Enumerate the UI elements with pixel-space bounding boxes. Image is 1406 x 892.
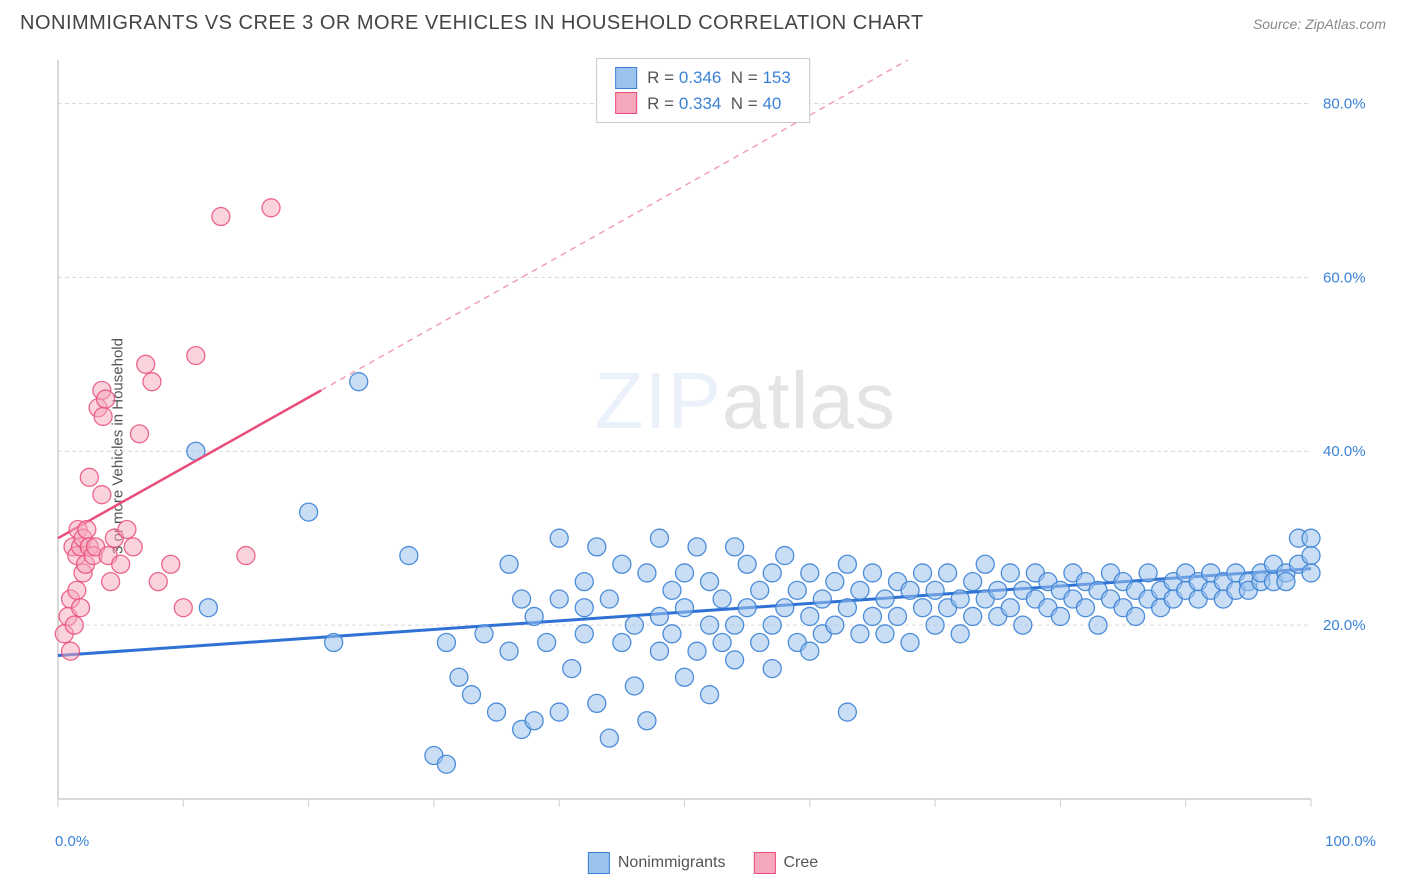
x-axis-max-label: 100.0%: [1325, 833, 1376, 850]
svg-text:20.0%: 20.0%: [1323, 617, 1366, 634]
legend-swatch: [615, 92, 637, 114]
legend-series-label: Cree: [783, 854, 818, 872]
chart-svg: 20.0% 40.0% 60.0% 80.0%: [50, 50, 1381, 817]
chart-title: NONIMMIGRANTS VS CREE 3 OR MORE VEHICLES…: [20, 12, 924, 35]
legend-swatch: [753, 852, 775, 874]
legend-swatch: [588, 852, 610, 874]
scatter-plot: 20.0% 40.0% 60.0% 80.0%: [50, 50, 1381, 817]
svg-text:80.0%: 80.0%: [1323, 95, 1366, 112]
legend-stat-text: R = 0.346 N = 153: [647, 65, 791, 91]
legend-stat-text: R = 0.334 N = 40: [647, 91, 781, 117]
svg-text:60.0%: 60.0%: [1323, 269, 1366, 286]
legend-stats: R = 0.346 N = 153R = 0.334 N = 40: [596, 58, 810, 123]
svg-text:40.0%: 40.0%: [1323, 443, 1366, 460]
legend-series-label: Nonimmigrants: [618, 854, 726, 872]
x-axis-min-label: 0.0%: [55, 833, 89, 850]
chart-source: Source: ZipAtlas.com: [1253, 16, 1386, 32]
legend-series: Nonimmigrants Cree: [588, 852, 818, 874]
legend-swatch: [615, 67, 637, 89]
